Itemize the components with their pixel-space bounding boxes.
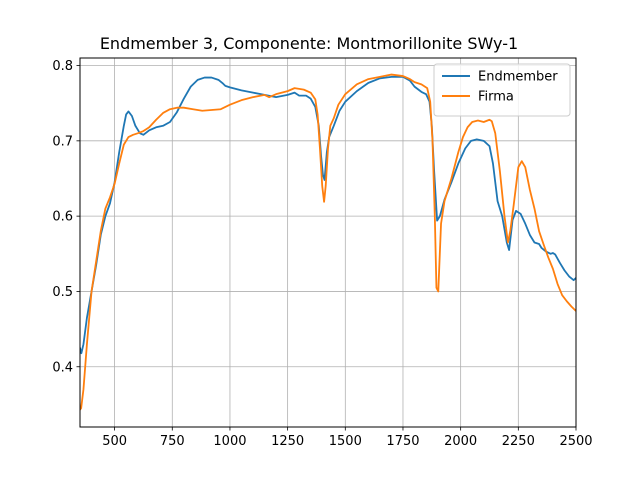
x-tick-label: 1750 bbox=[386, 434, 419, 449]
x-tick-label: 1250 bbox=[271, 434, 304, 449]
legend-label: Endmember bbox=[478, 70, 558, 85]
y-tick-label: 0.6 bbox=[52, 210, 73, 225]
x-tick-label: 2500 bbox=[559, 434, 592, 449]
plot-area-frame bbox=[79, 57, 577, 428]
x-tick-label: 750 bbox=[160, 434, 185, 449]
x-tick-label: 2250 bbox=[502, 434, 535, 449]
series-line-firma bbox=[80, 73, 576, 411]
x-tick-label: 500 bbox=[102, 434, 127, 449]
x-tick-label: 2000 bbox=[444, 434, 477, 449]
y-tick-label: 0.4 bbox=[52, 360, 73, 375]
x-tick-label: 1500 bbox=[329, 434, 362, 449]
legend-label: Firma bbox=[478, 90, 514, 105]
tick-layer: 500 750 1000 1250 1500 1750 2000 2250 2500 0.4 0.5… bbox=[52, 59, 592, 449]
x-tick-label: 1000 bbox=[213, 434, 246, 449]
y-tick-label: 0.7 bbox=[52, 134, 73, 149]
series-layer bbox=[80, 73, 576, 411]
y-tick-label: 0.5 bbox=[52, 285, 73, 300]
y-tick-label: 0.8 bbox=[52, 59, 73, 74]
legend: Endmember Firma bbox=[433, 63, 571, 117]
chart-title: Endmember 3, Componente: Montmorillonite… bbox=[100, 34, 518, 53]
